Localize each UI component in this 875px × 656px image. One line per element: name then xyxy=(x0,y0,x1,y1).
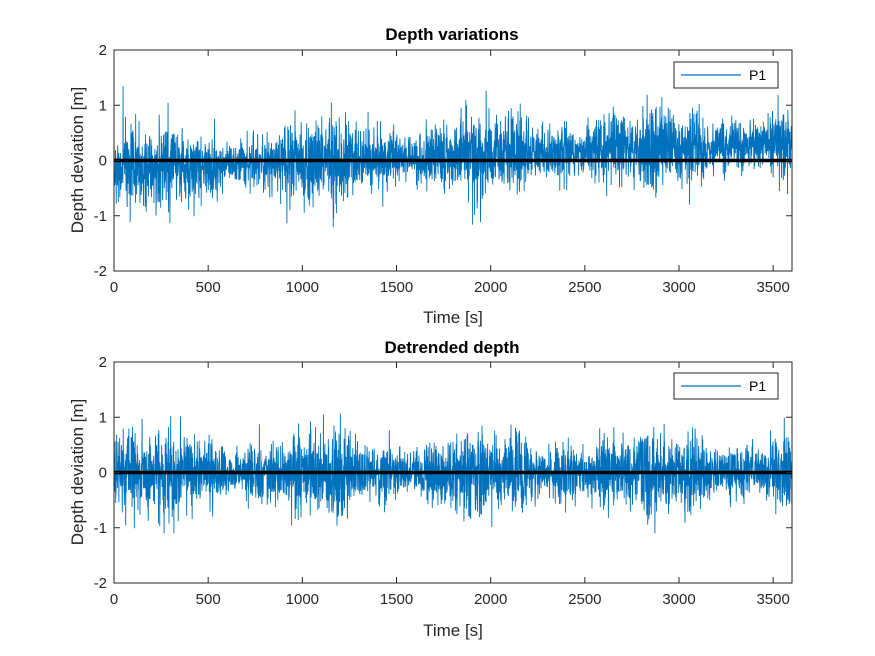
y-axis-label: Depth deviation [m] xyxy=(68,87,87,233)
y-axis-label: Depth deviation [m] xyxy=(68,399,87,545)
x-tick-label: 500 xyxy=(196,279,221,296)
x-tick-label: 500 xyxy=(196,591,221,608)
y-tick-label: -2 xyxy=(94,575,107,592)
y-tick-label: 1 xyxy=(99,409,107,426)
y-tick-label: 2 xyxy=(99,354,107,371)
x-axis: 0 500 1000 1500 2000 2500 3000 3500 xyxy=(110,362,790,608)
x-tick-label: 2000 xyxy=(474,591,507,608)
x-tick-label: 3500 xyxy=(756,591,789,608)
legend-label: P1 xyxy=(749,67,766,83)
series-line-p1 xyxy=(114,86,792,228)
y-tick-label: -2 xyxy=(94,263,107,280)
subplot-title: Depth variations xyxy=(385,25,518,44)
x-tick-label: 3500 xyxy=(756,279,789,296)
y-axis: -2 -1 0 1 2 xyxy=(94,42,792,280)
x-tick-label: 2000 xyxy=(474,279,507,296)
y-axis: -2 -1 0 1 2 xyxy=(94,354,792,592)
x-tick-label: 1500 xyxy=(380,279,413,296)
x-tick-label: 0 xyxy=(110,279,118,296)
x-axis-label: Time [s] xyxy=(423,308,483,327)
x-tick-label: 1000 xyxy=(286,279,319,296)
subplot-detrended-depth: Detrended depth 0 500 1000 1500 2000 2500 3000… xyxy=(68,338,793,640)
legend: P1 xyxy=(673,372,779,400)
y-tick-label: -1 xyxy=(94,520,107,537)
x-axis-label: Time [s] xyxy=(423,621,483,640)
x-tick-label: 0 xyxy=(110,591,118,608)
x-tick-label: 2500 xyxy=(568,279,601,296)
y-tick-label: 0 xyxy=(99,465,107,482)
subplot-depth-variations: Depth variations 0 500 1000 1500 2000 2500 300… xyxy=(68,25,793,327)
y-tick-label: 2 xyxy=(99,42,107,59)
legend: P1 xyxy=(673,61,779,89)
series-p1 xyxy=(114,86,792,228)
legend-label: P1 xyxy=(749,378,766,394)
x-tick-label: 3000 xyxy=(662,591,695,608)
x-tick-label: 2500 xyxy=(568,591,601,608)
x-tick-label: 3000 xyxy=(662,279,695,296)
y-tick-label: -1 xyxy=(94,208,107,225)
x-axis: 0 500 1000 1500 2000 2500 3000 3500 xyxy=(110,50,790,296)
subplot-title: Detrended depth xyxy=(384,338,519,357)
x-tick-label: 1500 xyxy=(380,591,413,608)
x-tick-label: 1000 xyxy=(286,591,319,608)
y-tick-label: 0 xyxy=(99,153,107,170)
y-tick-label: 1 xyxy=(99,97,107,114)
